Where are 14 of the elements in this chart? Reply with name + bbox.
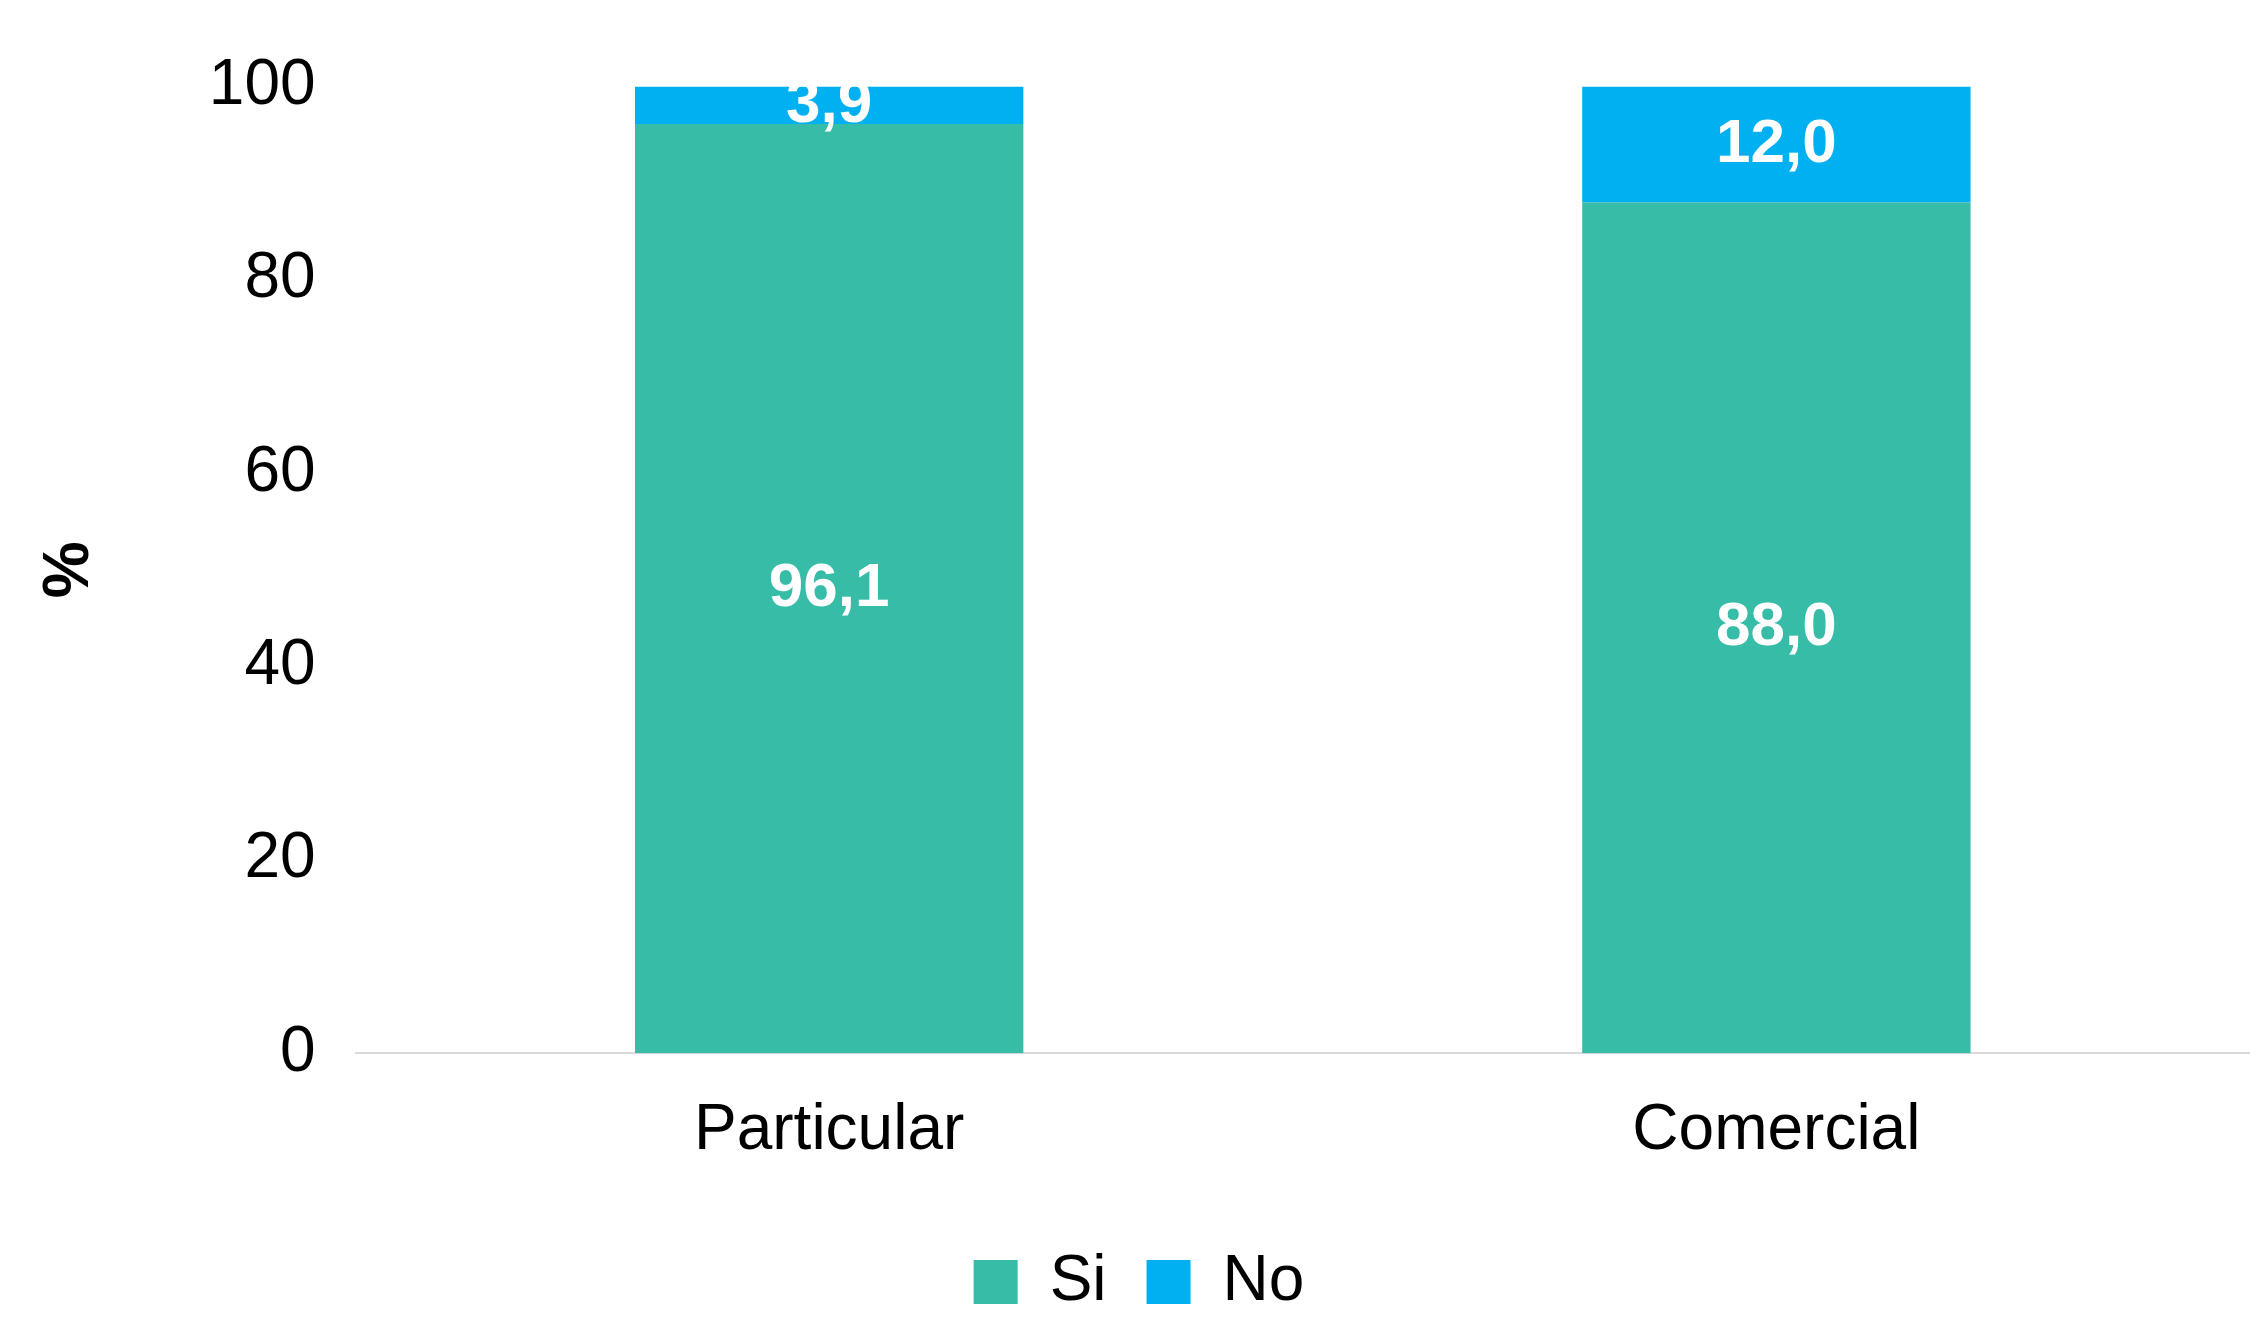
y-tick-label: 60	[244, 432, 316, 505]
y-tick-label: 40	[244, 626, 316, 699]
legend-label: No	[1222, 1241, 1305, 1314]
data-label: 88,0	[1716, 588, 1837, 658]
y-tick-label: 20	[244, 819, 316, 892]
y-tick-label: 80	[244, 239, 316, 312]
data-label: 12,0	[1716, 105, 1837, 175]
data-label: 96,1	[768, 549, 890, 619]
x-tick-label: Particular	[694, 1091, 965, 1164]
legend-label: Si	[1049, 1241, 1107, 1314]
y-axis-title: %	[30, 541, 103, 599]
y-tick-label: 0	[279, 1012, 316, 1085]
y-tick-label: 100	[208, 46, 316, 119]
x-tick-label: Comercial	[1632, 1091, 1921, 1164]
